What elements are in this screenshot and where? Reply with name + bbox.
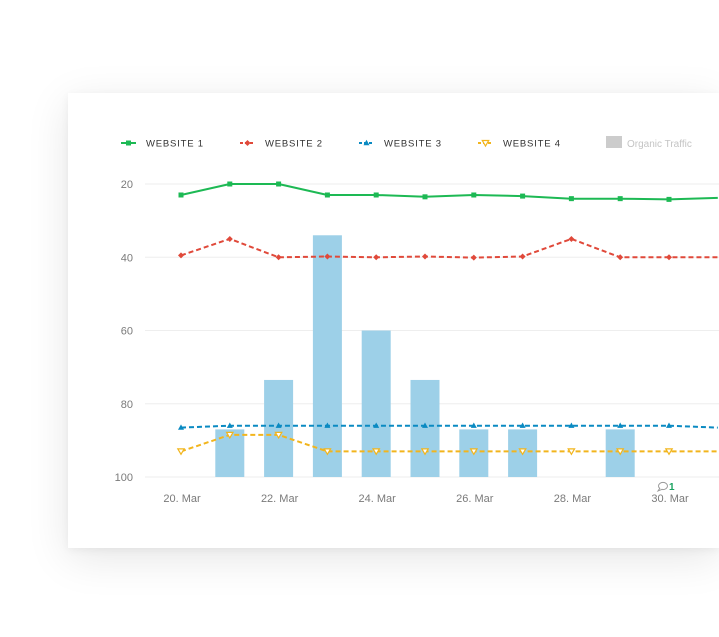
bar bbox=[264, 379, 294, 477]
data-point bbox=[567, 448, 576, 456]
legend-item-4: WEBSITE 4 bbox=[478, 139, 561, 150]
data-point bbox=[422, 253, 428, 260]
data-point bbox=[666, 254, 672, 261]
series-line bbox=[180, 424, 718, 429]
data-point bbox=[666, 422, 672, 428]
data-point bbox=[420, 448, 430, 456]
data-point bbox=[226, 422, 233, 428]
data-point bbox=[371, 448, 381, 456]
data-point bbox=[568, 196, 574, 202]
series-4 bbox=[176, 431, 718, 456]
bar-series bbox=[215, 235, 635, 477]
legend-label: WEBSITE 1 bbox=[146, 139, 204, 150]
y-tick-label: 100 bbox=[115, 472, 133, 484]
y-axis-labels: 20 40 60 80 100 bbox=[115, 179, 133, 484]
comment-bubble bbox=[658, 481, 668, 491]
data-point bbox=[519, 422, 526, 428]
legend: WEBSITE 1 WEBSITE 2 WEBSITE 3 WEBSITE 4 Orga… bbox=[121, 136, 692, 150]
data-point bbox=[519, 253, 526, 260]
data-point bbox=[471, 192, 477, 198]
data-point bbox=[469, 448, 479, 456]
legend-marker bbox=[244, 140, 251, 146]
data-point bbox=[617, 254, 624, 261]
series-1 bbox=[178, 181, 718, 202]
data-point bbox=[373, 422, 380, 428]
series-line bbox=[180, 237, 718, 259]
data-point bbox=[617, 196, 623, 202]
data-point bbox=[225, 431, 235, 440]
data-point bbox=[178, 424, 184, 430]
y-tick-label: 20 bbox=[121, 179, 133, 191]
data-point bbox=[666, 196, 672, 202]
legend-item-1: WEBSITE 1 bbox=[121, 139, 204, 150]
legend-swatch bbox=[606, 136, 622, 148]
legend-marker bbox=[481, 139, 490, 148]
data-point bbox=[470, 422, 477, 428]
data-point bbox=[178, 252, 184, 259]
y-tick-label: 80 bbox=[121, 399, 133, 411]
x-tick-label: 24. Mar bbox=[359, 493, 397, 505]
legend-marker bbox=[363, 139, 370, 146]
legend-label: Organic Traffic bbox=[627, 139, 692, 150]
data-point bbox=[227, 181, 233, 187]
series-line bbox=[180, 183, 718, 201]
data-point bbox=[275, 254, 282, 261]
legend-marker bbox=[126, 140, 131, 146]
data-point bbox=[617, 422, 624, 428]
x-tick-label: 20. Mar bbox=[163, 493, 201, 505]
data-point bbox=[276, 181, 282, 187]
data-point bbox=[422, 194, 428, 200]
legend-label: WEBSITE 4 bbox=[503, 139, 561, 150]
data-point bbox=[226, 235, 233, 242]
data-point bbox=[324, 192, 330, 198]
data-point bbox=[470, 254, 477, 261]
data-point bbox=[373, 254, 380, 261]
comment-tail bbox=[656, 487, 663, 493]
comment-count: 1 bbox=[669, 482, 675, 493]
x-tick-label: 26. Mar bbox=[456, 493, 494, 505]
line-series bbox=[176, 181, 718, 456]
legend-item-bars: Organic Traffic bbox=[606, 136, 692, 150]
x-tick-label: 30. Mar bbox=[651, 493, 689, 505]
data-point bbox=[324, 422, 331, 428]
data-point bbox=[568, 235, 575, 242]
data-point bbox=[615, 448, 625, 456]
data-point bbox=[373, 192, 379, 198]
comment-icon bbox=[656, 481, 668, 493]
data-point bbox=[324, 253, 331, 260]
data-point bbox=[664, 448, 674, 456]
x-axis-labels: 20. Mar 22. Mar 24. Mar 26. Mar 28. Mar 30. M… bbox=[163, 493, 689, 505]
series-2 bbox=[178, 235, 718, 261]
legend-item-3: WEBSITE 3 bbox=[359, 139, 442, 150]
data-point bbox=[518, 448, 527, 456]
legend-item-2: WEBSITE 2 bbox=[240, 139, 323, 150]
data-point bbox=[323, 448, 332, 456]
data-point bbox=[520, 193, 526, 199]
data-point bbox=[274, 431, 283, 440]
bar bbox=[312, 235, 342, 477]
data-point bbox=[422, 422, 428, 428]
bar bbox=[410, 379, 440, 477]
legend-label: WEBSITE 2 bbox=[265, 139, 323, 150]
x-tick-label: 28. Mar bbox=[554, 493, 592, 505]
y-tick-label: 60 bbox=[121, 326, 133, 338]
data-point bbox=[568, 422, 575, 428]
series-3 bbox=[178, 422, 718, 430]
y-tick-label: 40 bbox=[121, 252, 133, 264]
series-line bbox=[180, 433, 718, 453]
data-point bbox=[275, 422, 282, 428]
data-point bbox=[178, 192, 184, 198]
legend-label: WEBSITE 3 bbox=[384, 139, 442, 150]
annotation: 1 bbox=[656, 481, 675, 493]
x-tick-label: 22. Mar bbox=[261, 493, 299, 505]
data-point bbox=[176, 448, 186, 456]
